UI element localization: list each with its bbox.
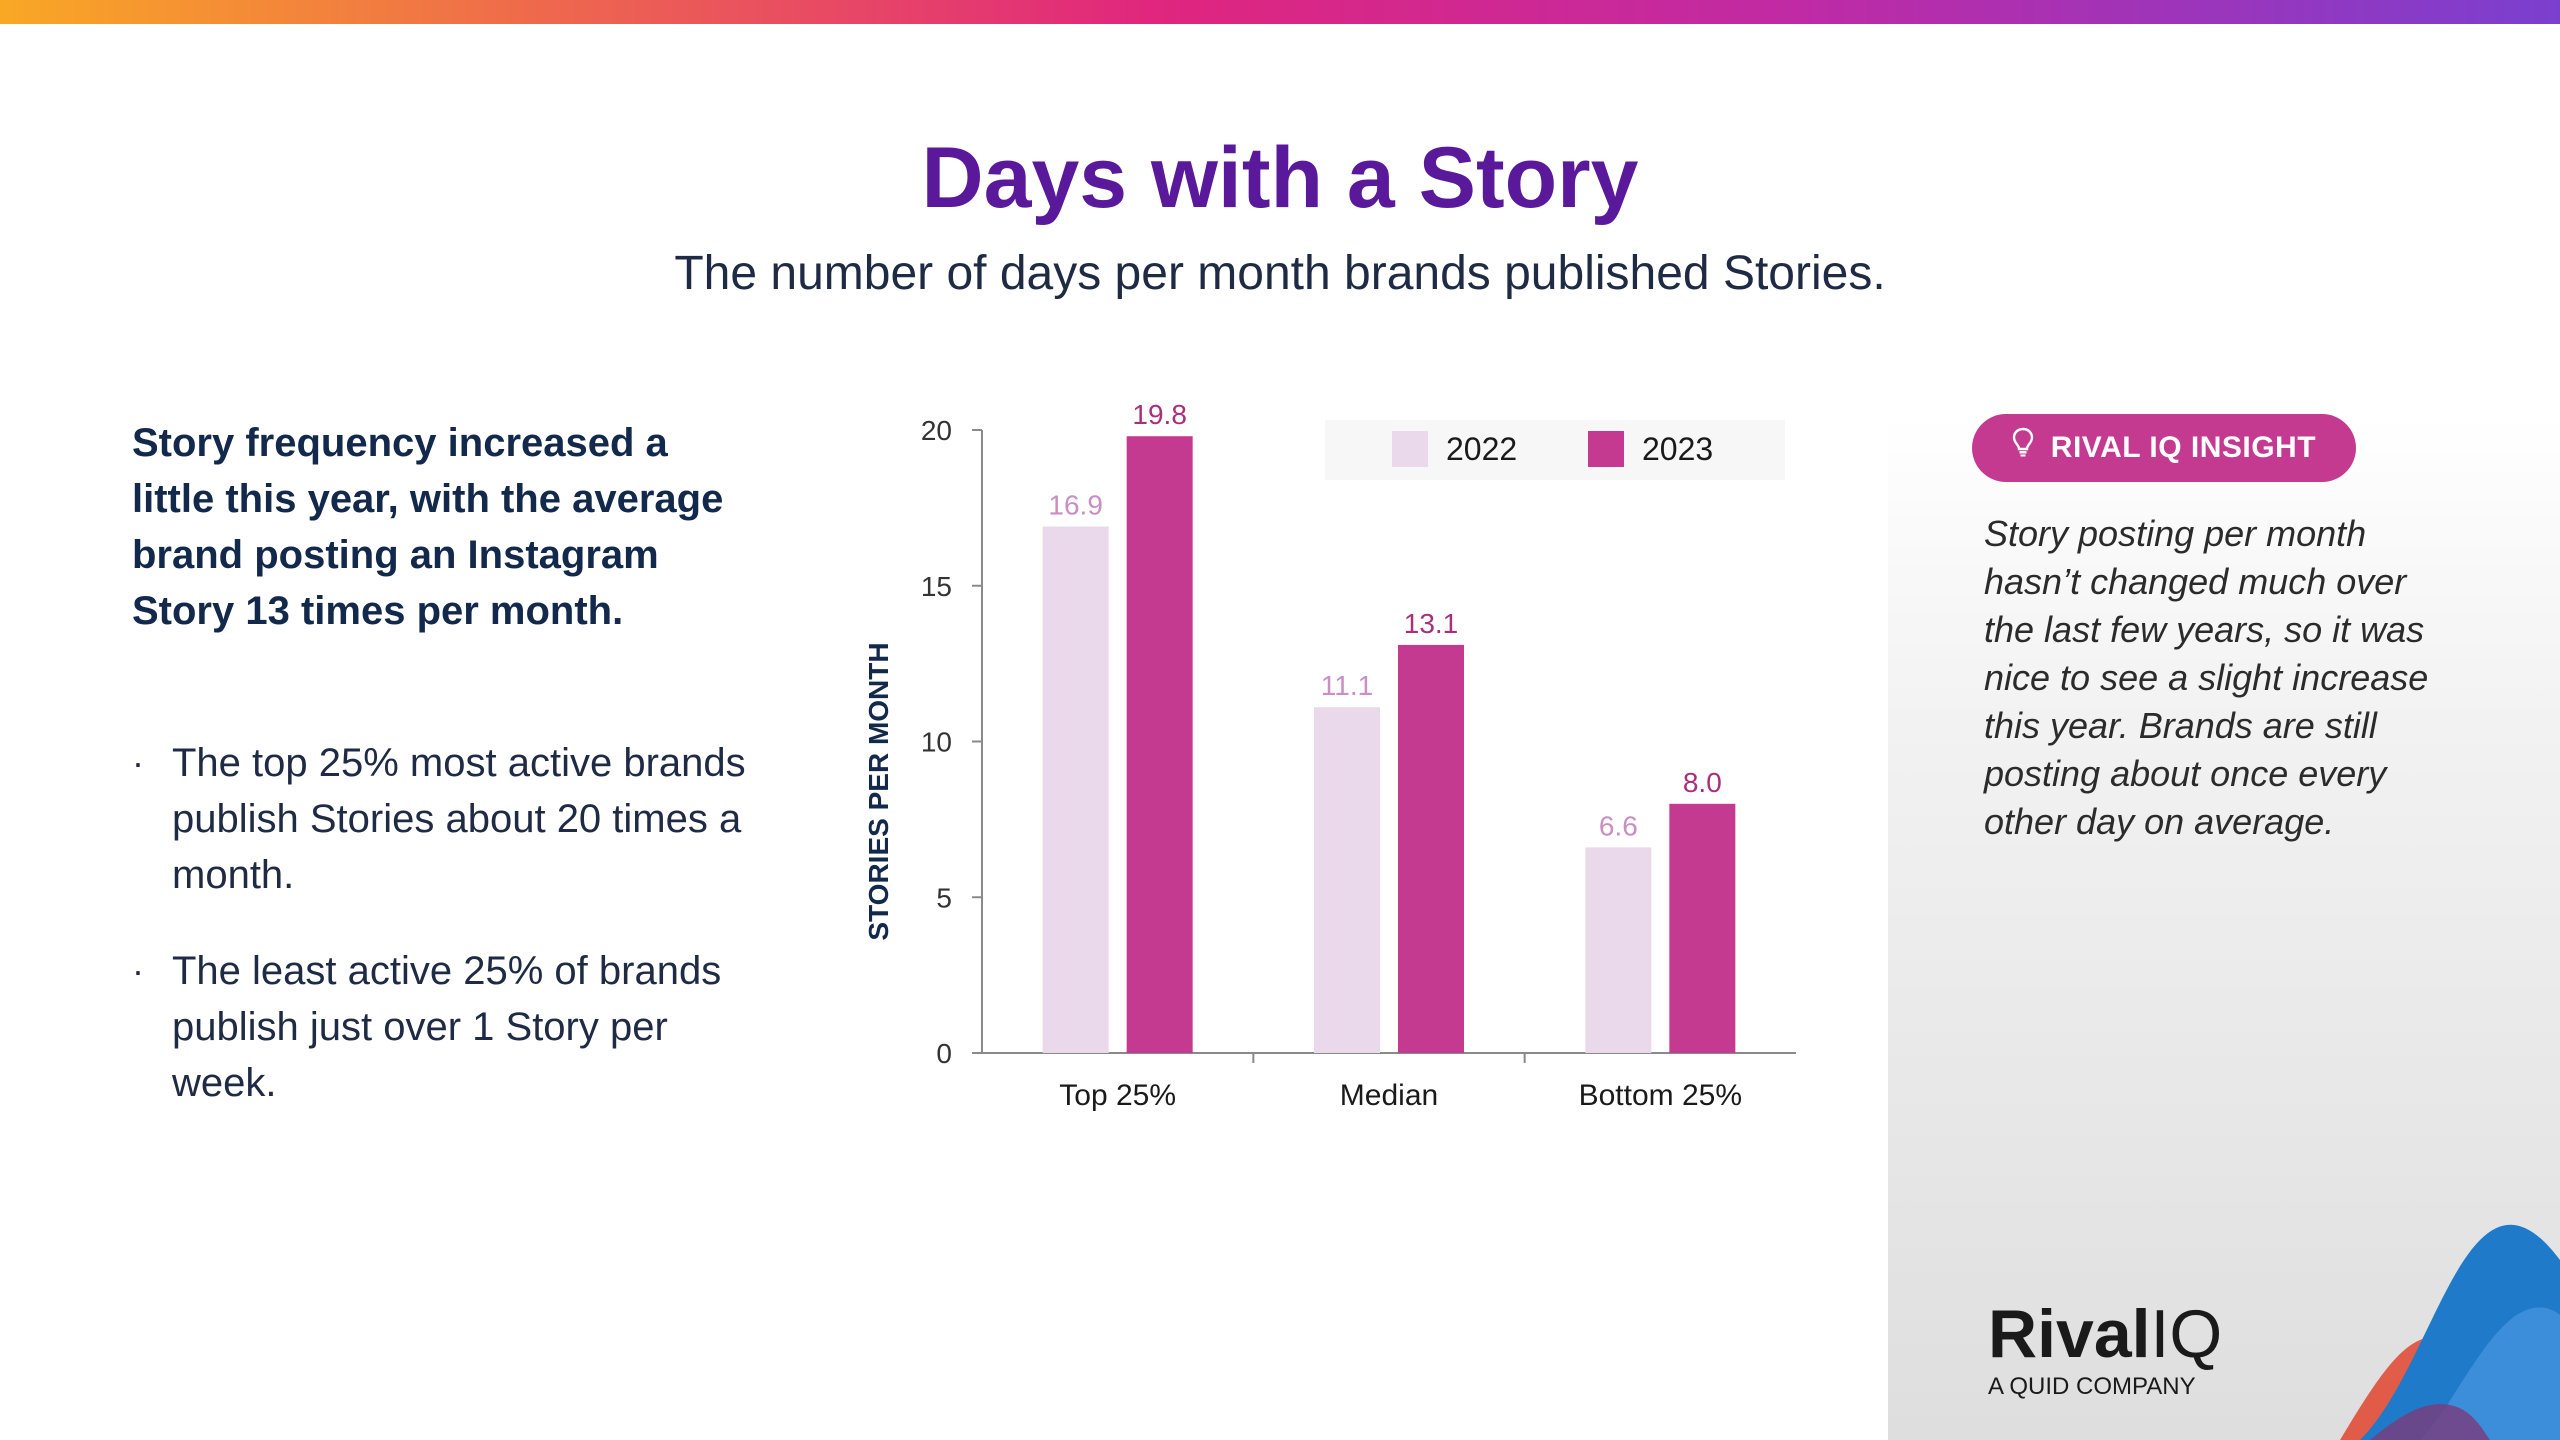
bullet-list: · The top 25% most active brands publish… [132, 735, 752, 1151]
lead-paragraph: Story frequency increased a little this … [132, 421, 724, 633]
y-tick-label: 5 [936, 882, 952, 913]
logo-wordmark: RivalIQ [1988, 1298, 2222, 1370]
insight-badge: RIVAL IQ INSIGHT [1972, 414, 2356, 482]
data-label: 16.9 [1048, 490, 1103, 521]
insight-text: Story posting per month hasn’t changed m… [1984, 513, 2429, 842]
y-tick-label: 20 [921, 415, 952, 446]
y-tick-label: 15 [921, 571, 952, 602]
decorative-waves [2340, 1224, 2560, 1440]
y-axis-label: STORIES PER MONTH [863, 642, 894, 940]
data-label: 6.6 [1599, 810, 1638, 841]
legend-label: 2023 [1642, 431, 1713, 467]
y-tick-label: 0 [936, 1038, 952, 1069]
page-subtitle: The number of days per month brands publ… [674, 247, 1886, 300]
data-label: 11.1 [1321, 670, 1373, 701]
logo-name-bold: Rival [1988, 1296, 2151, 1372]
lightbulb-icon [2012, 414, 2034, 482]
bullet-item: · The top 25% most active brands publish… [132, 735, 752, 903]
bar-2023 [1126, 436, 1193, 1054]
top-gradient-bar [0, 0, 2560, 24]
insight-panel [1888, 415, 2560, 1440]
bar-2022 [1042, 526, 1109, 1053]
logo-name-light: IQ [2150, 1296, 2223, 1372]
bullet-item: · The least active 25% of brands publish… [132, 943, 752, 1111]
legend-label: 2022 [1446, 431, 1517, 467]
bullet-text: The top 25% most active brands publish S… [172, 741, 746, 897]
bar-2023 [1398, 644, 1464, 1053]
bar-2022 [1585, 847, 1652, 1053]
insight-badge-label: RIVAL IQ INSIGHT [2050, 431, 2317, 464]
bar-2022 [1314, 707, 1380, 1053]
logo-tagline: A QUID COMPANY [1988, 1373, 2196, 1400]
bullet-dot: · [132, 950, 144, 991]
y-tick-label: 10 [921, 727, 952, 758]
data-label: 8.0 [1683, 767, 1722, 798]
x-tick-label: Median [1340, 1079, 1438, 1112]
bar-2023 [1669, 803, 1736, 1053]
bullet-text: The least active 25% of brands publish j… [172, 949, 722, 1105]
data-label: 13.1 [1404, 608, 1459, 639]
page-title: Days with a Story [921, 130, 1639, 226]
x-tick-label: Bottom 25% [1579, 1079, 1742, 1112]
legend-swatch-2023 [1588, 431, 1624, 467]
data-label: 19.8 [1132, 399, 1187, 430]
legend-swatch-2022 [1392, 431, 1428, 467]
x-tick-label: Top 25% [1059, 1079, 1176, 1112]
bullet-dot: · [132, 742, 144, 783]
rival-iq-logo: RivalIQ A QUID COMPANY [1988, 1298, 2222, 1402]
